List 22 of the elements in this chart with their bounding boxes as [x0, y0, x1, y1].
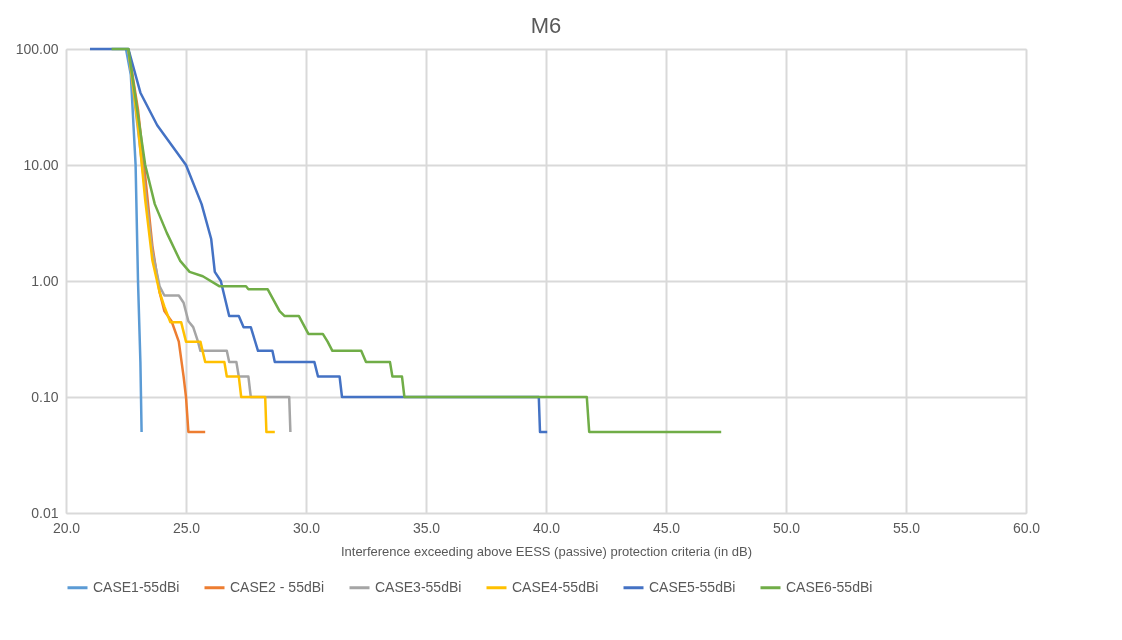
y-tick-label: 0.01 [31, 504, 59, 521]
x-tick-label: 55.0 [892, 519, 921, 536]
y-tick-label: 1.00 [31, 272, 59, 289]
chart-title: M6 [530, 13, 562, 38]
x-tick-label: 35.0 [412, 519, 441, 536]
x-tick-label: 50.0 [772, 519, 801, 536]
x-tick-label: 30.0 [292, 519, 321, 536]
y-tick-label: 0.10 [31, 388, 59, 405]
legend-label: CASE4-55dBi [512, 578, 599, 595]
x-tick-label: 45.0 [652, 519, 681, 536]
legend-label: CASE1-55dBi [93, 578, 180, 595]
x-tick-label: 40.0 [532, 519, 561, 536]
x-axis-title: Interference exceeding above EESS (passive) protection criteria (in dB) [340, 543, 753, 559]
legend-label: CASE6-55dBi [786, 578, 873, 595]
x-tick-label: 60.0 [1012, 519, 1041, 536]
x-tick-label: 25.0 [172, 519, 201, 536]
y-tick-label: 10.00 [23, 156, 59, 173]
legend-label: CASE3-55dBi [375, 578, 462, 595]
y-tick-label: 100.00 [15, 40, 59, 57]
legend-label: CASE2 - 55dBi [230, 578, 325, 595]
x-tick-label: 20.0 [52, 519, 81, 536]
legend-label: CASE5-55dBi [649, 578, 736, 595]
